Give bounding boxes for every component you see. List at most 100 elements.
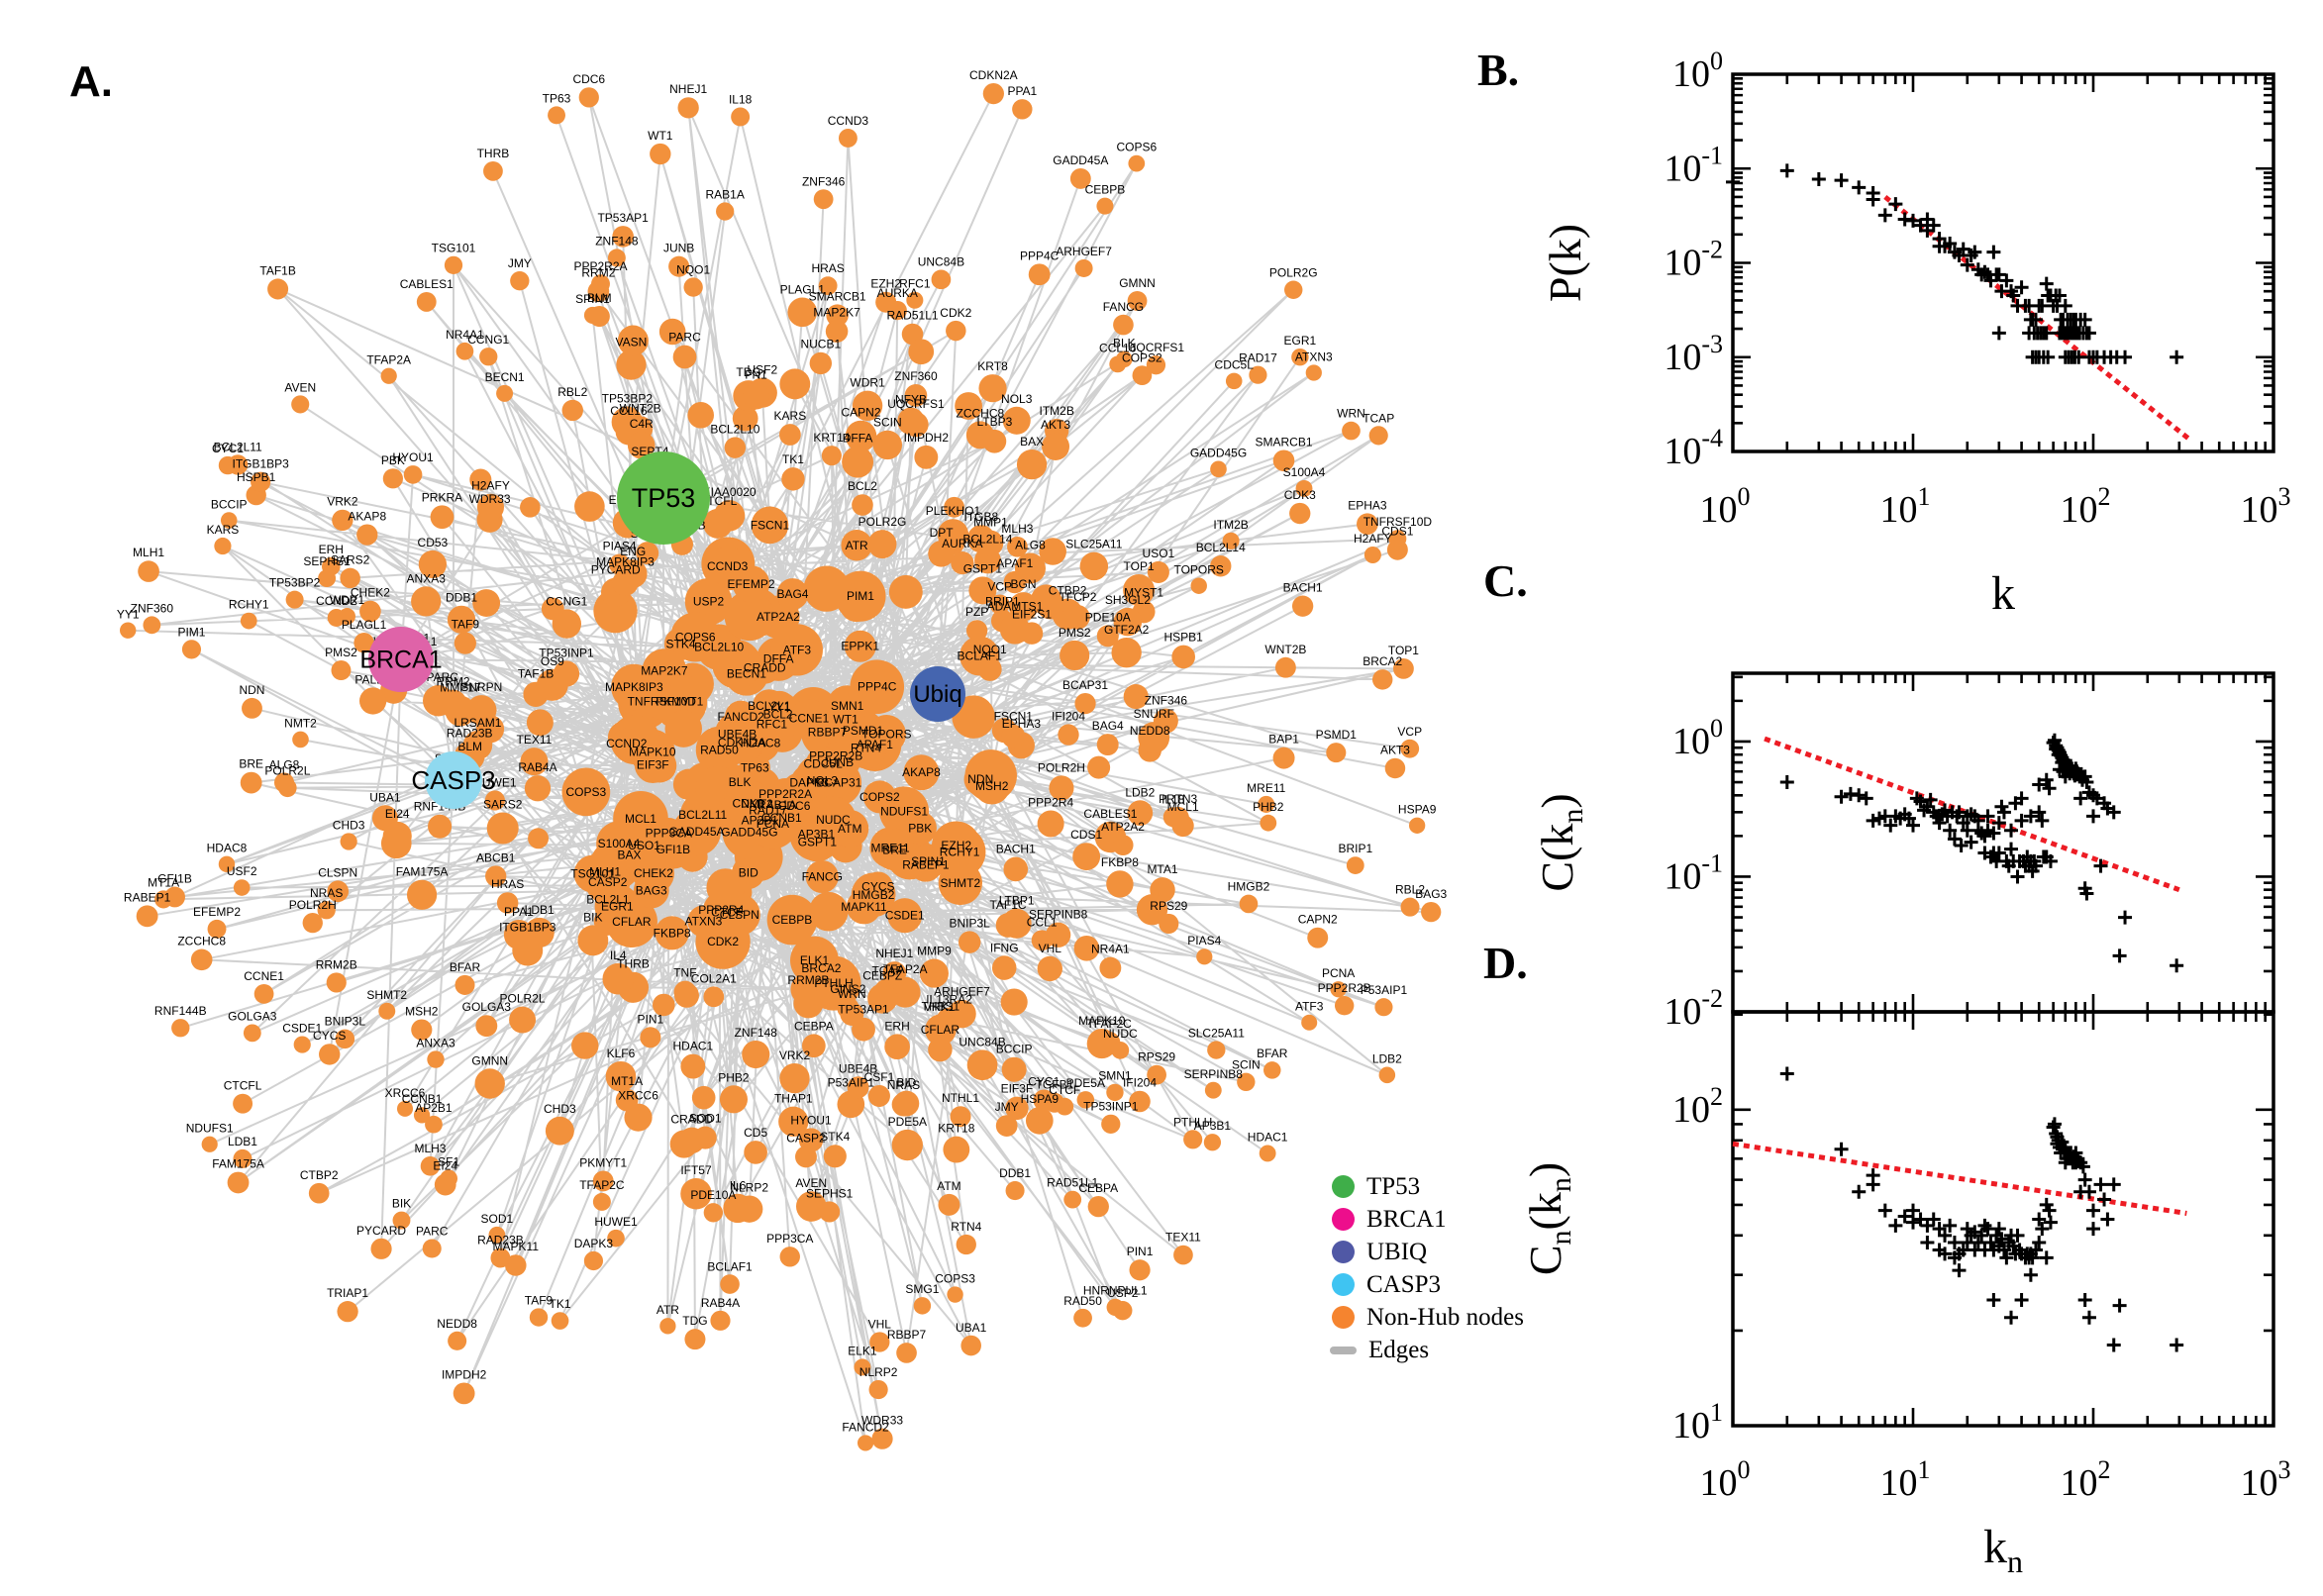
node-swatch-icon xyxy=(1332,1208,1355,1231)
svg-text:BAG4: BAG4 xyxy=(1092,719,1124,733)
legend-label: BRCA1 xyxy=(1366,1206,1447,1233)
svg-text:CEBPB: CEBPB xyxy=(772,913,813,927)
svg-text:CEBPB: CEBPB xyxy=(1085,183,1126,197)
hub-label-brca1: BRCA1 xyxy=(359,647,442,674)
svg-text:TSG101: TSG101 xyxy=(570,867,615,881)
svg-text:TNFRSF10D: TNFRSF10D xyxy=(628,694,697,708)
svg-text:BRIP1: BRIP1 xyxy=(985,595,1020,609)
svg-text:IL6: IL6 xyxy=(730,1179,747,1193)
svg-text:NRAS: NRAS xyxy=(310,886,343,900)
svg-text:SEPHS1: SEPHS1 xyxy=(806,1186,854,1200)
svg-text:EIF3F: EIF3F xyxy=(637,757,669,771)
svg-text:ITGB1BP3: ITGB1BP3 xyxy=(232,457,289,471)
svg-text:TGFB1: TGFB1 xyxy=(1036,1078,1074,1092)
svg-text:NDUFS1: NDUFS1 xyxy=(880,804,928,818)
svg-text:CHD3: CHD3 xyxy=(544,1102,576,1116)
svg-text:PIM1: PIM1 xyxy=(177,625,205,639)
svg-text:THRB: THRB xyxy=(617,957,650,971)
svg-text:RPS29: RPS29 xyxy=(1138,1050,1175,1064)
svg-text:TFCP2: TFCP2 xyxy=(1059,590,1096,604)
svg-text:POLR2G: POLR2G xyxy=(858,515,907,529)
svg-text:TNFRSF10D: TNFRSF10D xyxy=(1364,515,1433,529)
svg-text:CDS1: CDS1 xyxy=(1381,525,1413,539)
svg-text:CAPN2: CAPN2 xyxy=(1298,913,1338,927)
svg-text:POLR2L: POLR2L xyxy=(264,764,310,778)
svg-text:PIAS4: PIAS4 xyxy=(1187,934,1221,948)
svg-text:FAM175A: FAM175A xyxy=(396,865,449,879)
svg-text:RABEP1: RABEP1 xyxy=(124,890,171,904)
svg-text:UQCRFS1: UQCRFS1 xyxy=(1128,341,1185,354)
svg-text:CTCFL: CTCFL xyxy=(224,1079,262,1093)
svg-text:TRIAP1: TRIAP1 xyxy=(327,1286,368,1300)
svg-text:TAF1B: TAF1B xyxy=(259,263,295,277)
svg-text:IL18: IL18 xyxy=(1162,792,1185,806)
svg-text:TFAP2C: TFAP2C xyxy=(1086,1017,1132,1031)
svg-text:102: 102 xyxy=(2061,482,2111,531)
legend-item-ubiq: UBIQ xyxy=(1332,1236,1524,1268)
svg-text:TEX11: TEX11 xyxy=(1165,1231,1201,1245)
svg-text:GMNN: GMNN xyxy=(1119,276,1156,290)
svg-text:FKBP8: FKBP8 xyxy=(1101,855,1139,869)
svg-text:102: 102 xyxy=(2061,1455,2111,1504)
svg-text:EPPK1: EPPK1 xyxy=(841,640,879,653)
svg-text:10-2: 10-2 xyxy=(1664,984,1723,1033)
svg-text:UQCRFS1: UQCRFS1 xyxy=(887,397,945,411)
svg-text:BCAP31: BCAP31 xyxy=(1062,678,1108,692)
svg-text:CDC6: CDC6 xyxy=(572,72,605,86)
svg-text:CTCF: CTCF xyxy=(1049,1083,1080,1097)
svg-text:BIK: BIK xyxy=(583,910,602,924)
svg-text:HDAC8: HDAC8 xyxy=(741,736,781,749)
svg-text:RRM2: RRM2 xyxy=(581,266,615,280)
svg-text:PLAGL1: PLAGL1 xyxy=(780,282,826,296)
svg-text:CHD3: CHD3 xyxy=(333,818,365,832)
svg-text:BAG3: BAG3 xyxy=(636,883,667,897)
svg-text:100: 100 xyxy=(1700,1455,1751,1504)
svg-text:COPS6: COPS6 xyxy=(1116,141,1157,154)
svg-text:SCIN: SCIN xyxy=(1232,1058,1261,1072)
svg-text:SMN1: SMN1 xyxy=(831,699,864,713)
svg-text:PDE5A: PDE5A xyxy=(1066,1076,1105,1090)
svg-text:PMS2: PMS2 xyxy=(1059,626,1091,640)
svg-text:LDB1: LDB1 xyxy=(525,903,555,917)
svg-text:PLEKHO1: PLEKHO1 xyxy=(926,504,981,518)
svg-text:TNF: TNF xyxy=(673,966,696,980)
tick-labels: 100 101 102 103 102 101 xyxy=(1672,1082,2291,1504)
svg-text:PIM1: PIM1 xyxy=(847,589,874,603)
svg-text:PCNA: PCNA xyxy=(757,817,789,831)
svg-text:ITGB1BP3: ITGB1BP3 xyxy=(499,921,556,935)
svg-text:NDN: NDN xyxy=(239,683,264,697)
svg-text:CDKN2A: CDKN2A xyxy=(718,736,766,749)
svg-text:BACH1: BACH1 xyxy=(996,843,1036,856)
svg-text:GADD45G: GADD45G xyxy=(1190,447,1247,460)
svg-text:103: 103 xyxy=(2241,1455,2291,1504)
svg-text:NLRP2: NLRP2 xyxy=(859,1365,898,1379)
panel-b-label: B. xyxy=(1477,45,1520,95)
svg-text:NQO1: NQO1 xyxy=(676,262,710,276)
svg-text:YY1: YY1 xyxy=(768,700,791,714)
svg-text:GFI1B: GFI1B xyxy=(656,843,690,856)
svg-text:KRT8: KRT8 xyxy=(977,359,1008,373)
svg-text:PPP3CA: PPP3CA xyxy=(646,827,692,841)
plot-frame xyxy=(1731,72,2275,453)
svg-text:TAF9: TAF9 xyxy=(525,1293,554,1307)
tick-labels: 100 10-1 10-2 xyxy=(1664,714,1723,1033)
svg-text:VRK2: VRK2 xyxy=(327,495,358,509)
svg-text:CDS1: CDS1 xyxy=(1070,828,1102,842)
svg-text:RAD51L1: RAD51L1 xyxy=(1047,1176,1098,1190)
svg-text:AKAP8: AKAP8 xyxy=(348,509,386,523)
svg-text:USP2: USP2 xyxy=(693,595,725,609)
svg-text:DAPK3: DAPK3 xyxy=(789,775,829,789)
svg-text:BLM: BLM xyxy=(587,291,612,305)
svg-text:COPS2: COPS2 xyxy=(1122,350,1162,364)
svg-text:LTBP1: LTBP1 xyxy=(999,894,1035,908)
svg-text:AKT3: AKT3 xyxy=(1041,418,1070,432)
svg-text:ATXN3: ATXN3 xyxy=(1295,349,1333,363)
svg-text:101: 101 xyxy=(1672,1398,1723,1446)
hub-label-ubiq: Ubiq xyxy=(913,681,961,708)
svg-text:PSMD1: PSMD1 xyxy=(1316,728,1358,742)
svg-text:BGN: BGN xyxy=(1011,577,1037,591)
svg-text:TOPORS: TOPORS xyxy=(861,728,911,742)
svg-text:RTN4: RTN4 xyxy=(951,1220,981,1234)
svg-text:SH3GL2: SH3GL2 xyxy=(1105,593,1151,607)
svg-text:TFAP2A: TFAP2A xyxy=(366,353,411,367)
